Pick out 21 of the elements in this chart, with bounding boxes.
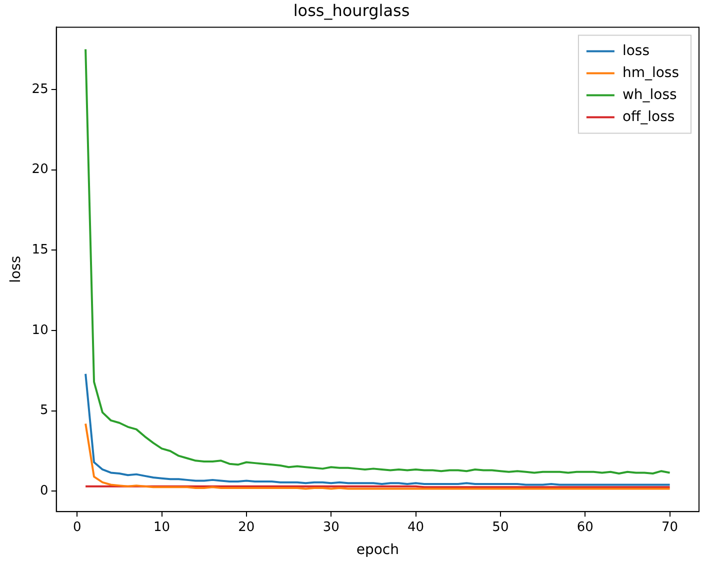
x-tick-label: 40 <box>408 520 424 535</box>
x-tick-label: 70 <box>662 520 678 535</box>
chart-title: loss_hourglass <box>293 0 410 20</box>
x-tick-label: 10 <box>153 520 170 535</box>
legend-label: off_loss <box>622 108 675 125</box>
y-tick-label: 10 <box>32 322 48 338</box>
y-axis-title: loss <box>8 256 24 283</box>
y-tick-label: 20 <box>32 162 48 178</box>
x-tick-label: 0 <box>72 520 82 535</box>
y-tick-label: 5 <box>40 403 48 418</box>
x-tick-label: 20 <box>238 520 255 535</box>
y-tick-label: 15 <box>32 242 48 258</box>
legend-label: wh_loss <box>622 86 677 103</box>
x-tick-label: 50 <box>492 520 509 535</box>
x-axis-title: epoch <box>356 542 399 558</box>
x-tick-label: 60 <box>576 520 594 535</box>
legend-label: hm_loss <box>622 64 680 81</box>
legend-label: loss <box>622 42 650 59</box>
x-tick-label: 30 <box>322 520 340 535</box>
y-tick-label: 0 <box>40 484 48 499</box>
y-tick-label: 25 <box>32 82 48 97</box>
